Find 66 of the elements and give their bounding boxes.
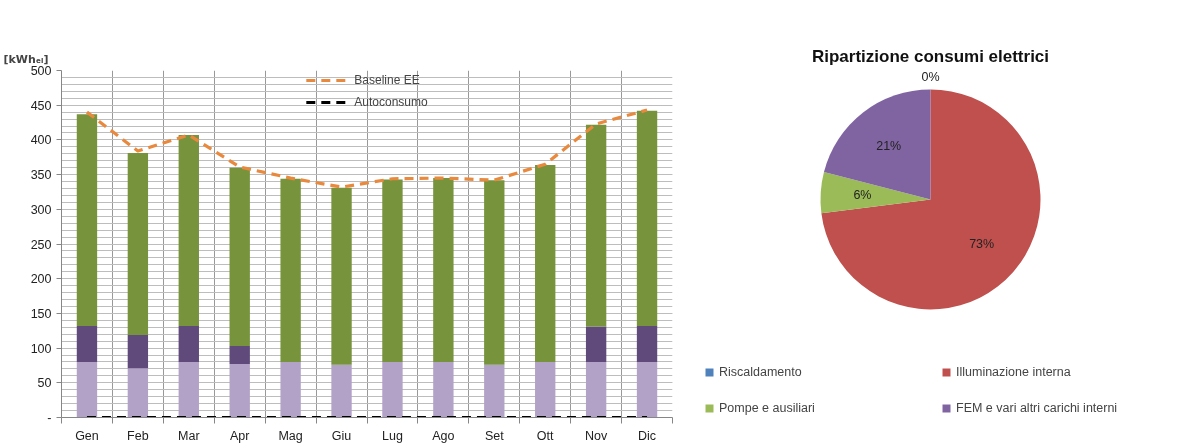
y-tick-label: - <box>47 411 52 425</box>
y-tick-label: 500 <box>30 64 52 78</box>
x-tick-label: Giu <box>331 428 352 443</box>
legend-label: Pompe e ausiliari <box>719 401 816 415</box>
data-label: 6% <box>853 188 872 203</box>
bar <box>229 346 250 365</box>
y-tick-label: 250 <box>30 237 52 252</box>
bar <box>382 361 403 418</box>
legend-label: Baseline EE <box>354 73 420 87</box>
bar <box>433 178 454 362</box>
bar <box>636 110 658 326</box>
bar <box>636 361 658 418</box>
y-tick-label: 350 <box>30 168 52 183</box>
y-axis-title: [kWhₑₗ] <box>3 52 49 66</box>
data-label: 21% <box>876 138 902 153</box>
bar <box>178 361 199 418</box>
bar <box>331 364 352 418</box>
legend-label: FEM e vari altri carichi interni <box>956 401 1119 415</box>
bar <box>484 180 505 365</box>
y-tick-label: 450 <box>30 98 52 113</box>
bar <box>331 187 352 365</box>
x-tick-label: Mag <box>278 428 303 443</box>
bar <box>178 325 199 362</box>
x-tick-label: Dic <box>638 428 657 443</box>
bar <box>535 361 556 418</box>
chart-title: Ripartizione consumi elettrici <box>811 46 1050 66</box>
bar <box>127 334 149 369</box>
x-tick-label: Lug <box>382 428 403 443</box>
x-tick-label: Ott <box>536 428 555 443</box>
x-tick-label: Ago <box>432 428 455 443</box>
x-tick-label: Gen <box>75 428 99 443</box>
bar <box>229 364 250 418</box>
bar <box>178 135 199 326</box>
y-tick-label: 150 <box>30 306 52 321</box>
bar <box>535 164 556 362</box>
x-tick-label: Feb <box>127 428 149 443</box>
x-tick-label: Set <box>484 428 505 443</box>
legend-label: Riscaldamento <box>719 365 803 379</box>
x-tick-label: Nov <box>585 428 608 443</box>
bar <box>585 361 607 418</box>
y-tick-label: 400 <box>30 133 52 148</box>
y-tick-label: 300 <box>30 202 52 217</box>
x-tick-label: Apr <box>229 428 250 443</box>
y-tick-label: 100 <box>30 341 52 356</box>
bar <box>382 179 403 362</box>
bar <box>280 361 301 418</box>
bar <box>76 361 98 418</box>
bar <box>127 368 149 418</box>
bar <box>636 325 658 362</box>
bar <box>76 325 98 362</box>
bar <box>585 326 607 362</box>
bar <box>229 167 250 347</box>
bar <box>484 364 505 418</box>
data-label: 73% <box>969 237 995 252</box>
bar <box>127 153 149 335</box>
bar <box>76 114 98 326</box>
bar <box>585 124 607 327</box>
y-tick-label: 50 <box>37 376 52 391</box>
x-tick-label: Mar <box>178 428 200 443</box>
line-series <box>85 108 649 189</box>
legend-label: Autoconsumo <box>354 95 428 109</box>
y-tick-label: 200 <box>30 272 52 287</box>
legend-label: Illuminazione interna <box>956 365 1072 379</box>
text: 0% <box>921 70 940 85</box>
bar <box>280 178 301 362</box>
bar <box>433 361 454 418</box>
